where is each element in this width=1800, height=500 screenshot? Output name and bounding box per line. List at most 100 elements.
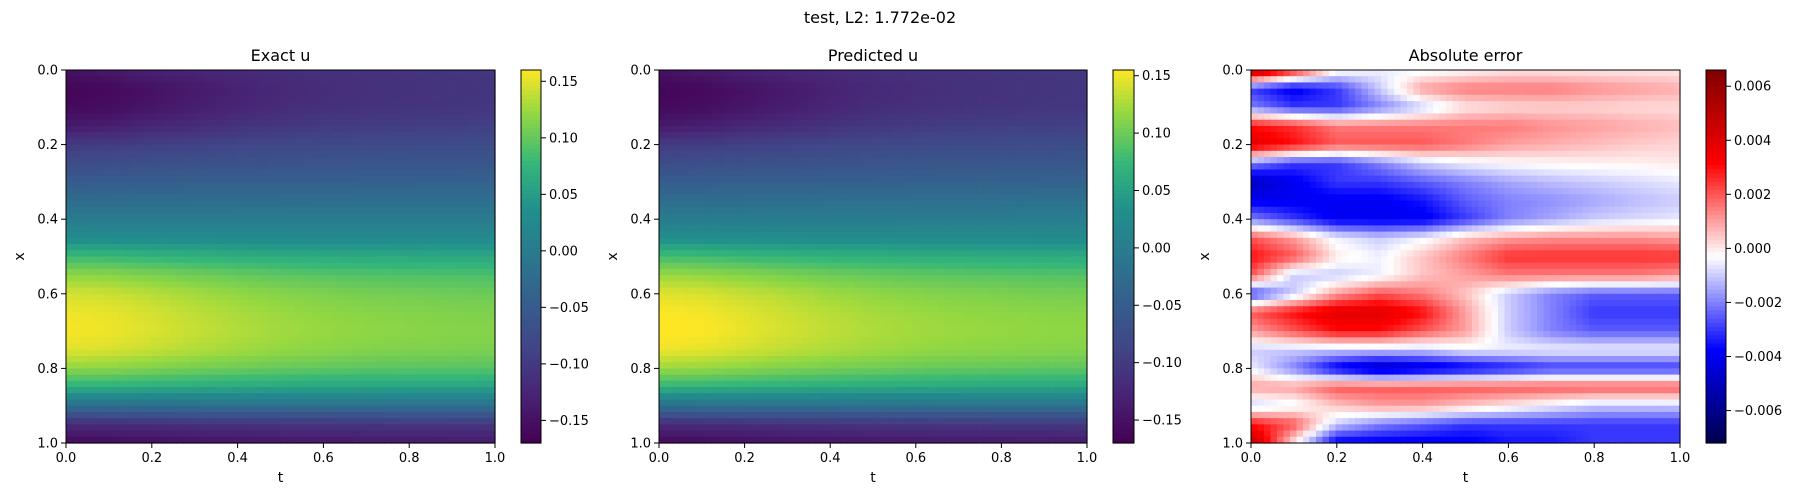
heatmap-cell	[853, 125, 861, 133]
heatmap-cell	[378, 387, 386, 394]
heatmap-cell	[1035, 88, 1043, 96]
heatmap-cell	[879, 82, 887, 90]
heatmap-cell	[488, 380, 496, 388]
heatmap-cell	[332, 343, 340, 351]
heatmap-cell	[410, 387, 418, 394]
heatmap-cell	[313, 287, 321, 295]
heatmap-cell	[469, 219, 477, 227]
heatmap-cell	[430, 380, 438, 388]
heatmap-cell	[228, 436, 236, 444]
heatmap-cell	[378, 374, 386, 382]
y-tick-label: 1.0	[37, 437, 58, 452]
heatmap-cell	[430, 150, 438, 158]
heatmap-cell	[176, 324, 184, 332]
heatmap-cell	[391, 119, 399, 127]
heatmap-cell	[202, 163, 210, 171]
heatmap-cell	[319, 157, 327, 164]
heatmap-cell	[72, 306, 80, 314]
heatmap-cell	[911, 107, 919, 115]
heatmap-cell	[170, 436, 178, 444]
heatmap-cell	[196, 362, 204, 369]
heatmap-cell	[840, 113, 848, 121]
heatmap-cell	[124, 287, 132, 295]
heatmap-cell	[1015, 94, 1023, 102]
heatmap-cell	[326, 219, 334, 227]
heatmap-cell	[131, 144, 139, 152]
colorbar-band	[521, 231, 541, 237]
heatmap-cell	[326, 343, 334, 351]
heatmap-cell	[365, 256, 373, 264]
heatmap-cell	[898, 113, 907, 121]
heatmap-cell	[423, 318, 431, 326]
heatmap-cell	[449, 268, 457, 276]
heatmap-cell	[183, 324, 191, 332]
heatmap-cell	[365, 287, 373, 295]
heatmap-cell	[287, 107, 295, 115]
heatmap-cell	[196, 393, 204, 401]
heatmap-cell	[131, 411, 139, 419]
heatmap-cell	[436, 144, 444, 152]
heatmap-cell	[163, 393, 171, 401]
heatmap-cell	[957, 76, 965, 84]
heatmap-cell	[222, 70, 230, 77]
heatmap-cell	[79, 268, 87, 276]
heatmap-cell	[743, 113, 751, 121]
heatmap-cell	[98, 300, 106, 307]
heatmap-cell	[202, 70, 210, 77]
heatmap-cell	[756, 132, 764, 139]
heatmap-cell	[775, 70, 783, 77]
heatmap-cell	[456, 331, 464, 338]
heatmap-cell	[885, 70, 894, 77]
heatmap-cell	[267, 125, 275, 133]
heatmap-cell	[176, 405, 184, 413]
heatmap-cell	[215, 362, 223, 369]
heatmap-cell	[384, 405, 392, 413]
heatmap-cell	[280, 405, 288, 413]
heatmap-cell	[150, 138, 158, 146]
heatmap-cell	[111, 343, 119, 351]
heatmap-cell	[475, 293, 483, 301]
heatmap-cell	[391, 324, 399, 332]
heatmap-cell	[280, 113, 288, 121]
colorbar-band	[521, 111, 541, 117]
heatmap-cell	[911, 88, 919, 96]
heatmap-cell	[137, 225, 145, 233]
heatmap-cell	[66, 368, 74, 376]
heatmap-cell	[267, 337, 275, 345]
heatmap-cell	[410, 250, 418, 258]
heatmap-cell	[267, 119, 275, 127]
heatmap-cell	[66, 225, 74, 233]
heatmap-cell	[66, 411, 74, 419]
heatmap-cell	[475, 94, 483, 102]
heatmap-cell	[189, 157, 197, 164]
heatmap-cell	[456, 411, 464, 419]
heatmap-cell	[261, 219, 269, 227]
heatmap-cell	[202, 250, 210, 258]
heatmap-cell	[1080, 138, 1088, 146]
heatmap-cell	[378, 393, 386, 401]
heatmap-cell	[332, 119, 340, 127]
heatmap-cell	[124, 175, 132, 183]
heatmap-cell	[352, 318, 360, 326]
heatmap-cell	[449, 349, 457, 357]
heatmap-cell	[801, 88, 809, 96]
heatmap-cell	[423, 157, 431, 164]
heatmap-cell	[189, 337, 197, 345]
heatmap-cell	[358, 163, 366, 171]
heatmap-cell	[1002, 101, 1010, 108]
heatmap-cell	[215, 424, 223, 432]
heatmap-cell	[378, 113, 386, 121]
heatmap-cell	[456, 387, 464, 394]
heatmap-cell	[462, 418, 470, 425]
heatmap-cell	[345, 418, 353, 425]
heatmap-cell	[345, 368, 353, 376]
heatmap-cell	[482, 380, 490, 388]
heatmap-cell	[183, 430, 191, 438]
heatmap-cell	[1002, 88, 1010, 96]
heatmap-cell	[892, 144, 900, 152]
heatmap-cell	[326, 287, 334, 295]
heatmap-cell	[482, 132, 490, 139]
heatmap-cell	[840, 101, 848, 108]
heatmap-cell	[124, 101, 132, 108]
heatmap-cell	[313, 175, 321, 183]
